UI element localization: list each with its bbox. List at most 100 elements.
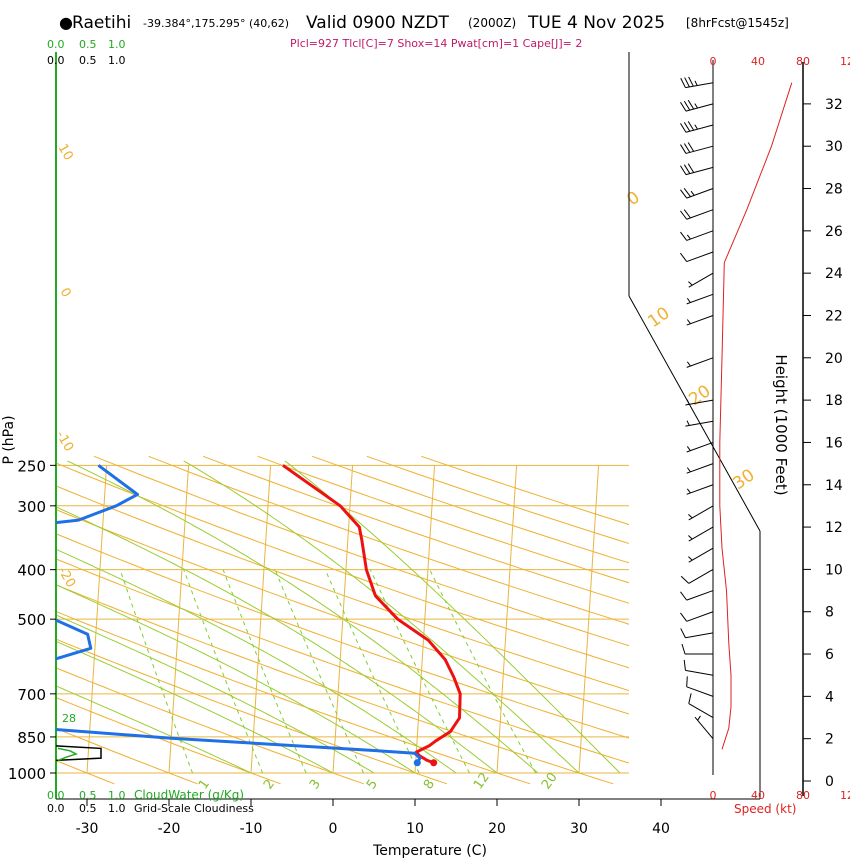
height-tick-label: 2: [825, 732, 834, 748]
dry-adiabat: [56, 462, 629, 669]
height-tick-label: 16: [825, 435, 843, 451]
moist-adiabat: [56, 614, 375, 774]
cloudwater-line: [57, 747, 78, 762]
dry-adiabat: [257, 455, 629, 584]
mixing-ratio-line: [222, 569, 307, 774]
dry-adiabat: [148, 455, 629, 625]
height-tick-label: 10: [825, 562, 843, 578]
cw-tick-0-top: 0.0: [47, 38, 65, 51]
x-tick-label: 40: [652, 821, 670, 837]
height-tick-label: 6: [825, 647, 834, 663]
p-tick-label: 250: [17, 457, 46, 475]
temperature-line: [282, 464, 462, 765]
dry-adiabat-label: 10: [55, 142, 76, 164]
wind-barb: [680, 99, 714, 112]
wind-barb: [688, 272, 714, 288]
wind-barb: [688, 547, 714, 563]
isotherm-line: [414, 465, 436, 774]
y-axis-title: P (hPa): [1, 415, 17, 464]
wind-barb: [694, 715, 714, 740]
isotherm-line: [86, 465, 108, 774]
moist-adiabat: [56, 548, 457, 774]
mixing-ratio-label: 3: [307, 777, 324, 792]
axis-ticks: -30 -20 -10 0 10 20 30 402503004005007008501000…: [8, 97, 843, 837]
mixing-ratio-label: 2: [261, 777, 278, 792]
dewpoint-line: [56, 464, 422, 764]
x-tick-label: -20: [158, 821, 181, 837]
moist-adiabat-label: 10: [644, 303, 673, 332]
height-tick-label: 20: [825, 351, 843, 367]
cw-tick-1-top: 0.5: [79, 38, 97, 51]
speed-tick-3-bottom: 12: [840, 789, 850, 802]
wind-barb: [688, 505, 714, 521]
dry-adiabat: [56, 696, 281, 785]
x-tick-label: 10: [406, 821, 424, 837]
wind-barb: [686, 315, 714, 326]
p-tick-label: 300: [17, 498, 46, 516]
wind-barb: [686, 293, 714, 305]
height-tick-label: 12: [825, 520, 843, 536]
speed-axis-title: Speed (kt): [734, 802, 796, 816]
wind-barb: [680, 628, 714, 639]
mixing-ratio-line: [369, 569, 470, 774]
x-axis-title: Temperature (C): [372, 843, 487, 859]
height-tick-label: 18: [825, 393, 843, 409]
moist-adiabat: [183, 460, 580, 774]
cc-tick-0-bottom: 0.0: [47, 802, 65, 815]
cloud-percent: 28: [62, 712, 76, 725]
cw-tick-2-top: 1.0: [108, 38, 126, 51]
height-tick-label: 26: [825, 224, 843, 240]
x-tick-label: -10: [240, 821, 263, 837]
wind-barb: [680, 76, 714, 89]
dry-adiabat: [312, 455, 629, 564]
cloudiness-line: [55, 745, 102, 762]
profiles: [56, 464, 462, 767]
wind-barb: [685, 399, 714, 406]
cw-tick-0-bottom: 0.0: [47, 789, 65, 802]
moist-adiabat: [56, 685, 252, 774]
wind-barb: [680, 568, 714, 584]
cw-tick-2-bottom: 1.0: [108, 789, 126, 802]
wind-barb: [681, 643, 713, 655]
mixing-ratio-line: [324, 569, 420, 774]
dewpoint-surface-point: [413, 759, 421, 767]
wind-barb: [680, 251, 714, 263]
height-tick-label: 0: [825, 774, 834, 790]
dry-adiabat-label: 0: [57, 286, 74, 301]
dry-adiabat-label: -20: [55, 565, 79, 591]
station-bullet: ●: [59, 13, 73, 32]
moist-adiabat: [56, 584, 416, 774]
temperature-surface-point: [430, 759, 438, 767]
height-tick-label: 8: [825, 605, 834, 621]
mixing-ratio-line: [429, 569, 537, 774]
header: ● Raetihi -39.384°,175.295° (40,62) Vali…: [59, 13, 789, 50]
cloud-panel: [55, 745, 102, 762]
isotherm-line: [661, 465, 681, 773]
dry-adiabat: [56, 485, 629, 692]
dry-adiabat: [56, 638, 448, 785]
mixing-ratio-label: 8: [421, 777, 438, 792]
wind-barb: [686, 676, 714, 697]
dry-adiabat: [202, 455, 629, 604]
dry-adiabat: [56, 533, 629, 739]
x-tick-label: 20: [488, 821, 506, 837]
height-tick-label: 14: [825, 478, 843, 494]
mixing-ratio-line: [119, 569, 193, 774]
cw-tick-1-bottom: 0.5: [79, 789, 97, 802]
dry-adiabat: [56, 508, 629, 715]
mixing-ratio-line: [183, 569, 264, 774]
cc-tick-0-top: 0.0: [47, 54, 65, 67]
height-tick-label: 24: [825, 266, 843, 282]
valid-date: TUE 4 Nov 2025: [527, 13, 665, 33]
forecast-tag: [8hrFcst@1545z]: [686, 16, 789, 30]
wind-barb: [686, 463, 714, 474]
x-tick-label: 30: [570, 821, 588, 837]
wind-barb: [686, 357, 714, 368]
speed-tick-0-top: 0: [710, 55, 717, 68]
p-tick-label: 850: [17, 729, 46, 747]
speed-tick-1-top: 40: [751, 55, 765, 68]
wind-barb: [680, 209, 714, 220]
wind-barb: [686, 441, 714, 453]
